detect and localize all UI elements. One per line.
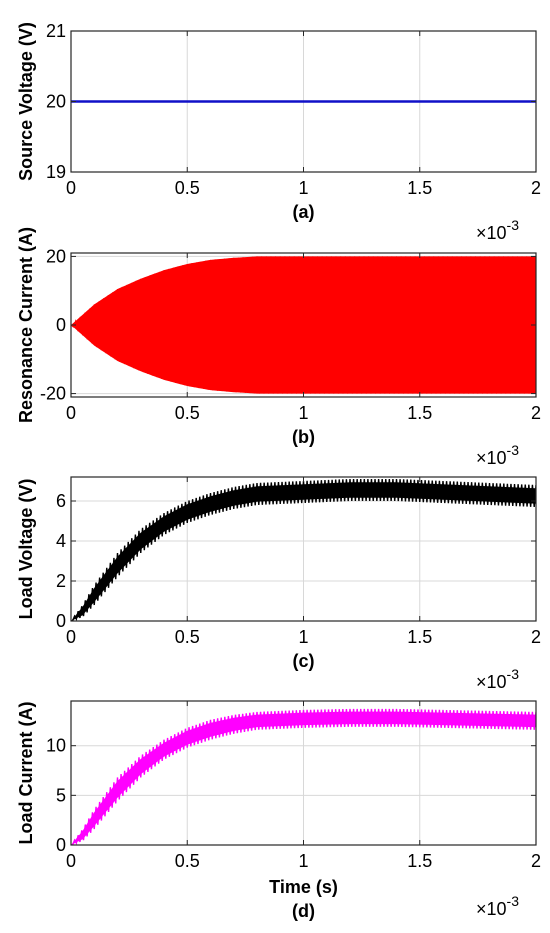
y-axis-label: Load Current (A) <box>16 702 36 845</box>
y-tick-label: 21 <box>46 21 66 41</box>
x-tick-label: 1 <box>298 851 308 871</box>
x-tick-label: 1.5 <box>407 627 432 647</box>
x-tick-label: 2 <box>531 403 541 423</box>
y-axis-label: Load Voltage (V) <box>16 479 36 620</box>
series-band <box>71 711 536 845</box>
x-multiplier-exponent: -3 <box>507 442 520 458</box>
x-multiplier: ×10-3 <box>476 893 519 919</box>
y-tick-label: 2 <box>56 571 66 591</box>
x-tick-label: 2 <box>531 851 541 871</box>
panel-caption: (a) <box>293 202 315 222</box>
x-multiplier-exponent: -3 <box>507 217 520 233</box>
x-tick-label: 0.5 <box>175 403 200 423</box>
x-axis-label: Time (s) <box>269 877 338 897</box>
x-tick-label: 0.5 <box>175 851 200 871</box>
y-tick-label: 0 <box>56 315 66 335</box>
x-tick-label: 0 <box>66 627 76 647</box>
x-tick-label: 2 <box>531 178 541 198</box>
series-group <box>71 256 536 394</box>
x-tick-label: 1.5 <box>407 403 432 423</box>
y-tick-label: 20 <box>46 92 66 112</box>
x-tick-label: 0 <box>66 851 76 871</box>
x-multiplier: ×10-3 <box>476 666 519 692</box>
panel-caption: (d) <box>292 901 315 921</box>
y-tick-label: 0 <box>56 611 66 631</box>
y-axis-label: Resonance Current (A) <box>16 227 36 423</box>
x-tick-label: 0 <box>66 178 76 198</box>
series-envelope <box>71 256 536 394</box>
x-tick-label: 1 <box>298 178 308 198</box>
panel-caption: (c) <box>293 651 315 671</box>
x-tick-label: 0 <box>66 403 76 423</box>
x-tick-label: 0.5 <box>175 627 200 647</box>
panel-caption: (b) <box>292 427 315 447</box>
x-tick-label: 1 <box>298 627 308 647</box>
series-group <box>71 708 536 845</box>
x-multiplier: ×10-3 <box>476 442 519 468</box>
chart-panel-a: 0 0.5 1 1.5 2 19 20 21 Source Voltage (V) (a) ×10-… <box>16 21 541 243</box>
y-tick-label: 20 <box>46 246 66 266</box>
y-tick-label: 19 <box>46 162 66 182</box>
y-tick-label: -20 <box>40 384 66 404</box>
y-tick-label: 10 <box>46 736 66 756</box>
y-tick-label: 6 <box>56 491 66 511</box>
x-tick-label: 0.5 <box>175 178 200 198</box>
x-tick-label: 1.5 <box>407 178 432 198</box>
x-multiplier-base: ×10 <box>476 899 507 919</box>
y-tick-label: 5 <box>56 785 66 805</box>
series-line <box>71 708 536 845</box>
y-tick-label: 4 <box>56 531 66 551</box>
y-axis-label: Source Voltage (V) <box>16 22 36 181</box>
x-multiplier-base: ×10 <box>476 672 507 692</box>
x-multiplier-base: ×10 <box>476 448 507 468</box>
y-tick-label: 0 <box>56 835 66 855</box>
x-multiplier-exponent: -3 <box>507 666 520 682</box>
x-tick-label: 1.5 <box>407 851 432 871</box>
chart-panel-c: 0 0.5 1 1.5 2 0 2 4 6 Load Voltage (V) (c) ×10-3 <box>16 476 541 692</box>
chart-panel-d: 0 0.5 1 1.5 2 0 5 10 Load Current (A) Time (s) (d)… <box>16 700 541 921</box>
x-multiplier-exponent: -3 <box>507 893 520 909</box>
x-multiplier: ×10-3 <box>476 217 519 243</box>
x-multiplier-base: ×10 <box>476 223 507 243</box>
x-tick-label: 2 <box>531 627 541 647</box>
x-tick-label: 1 <box>298 403 308 423</box>
